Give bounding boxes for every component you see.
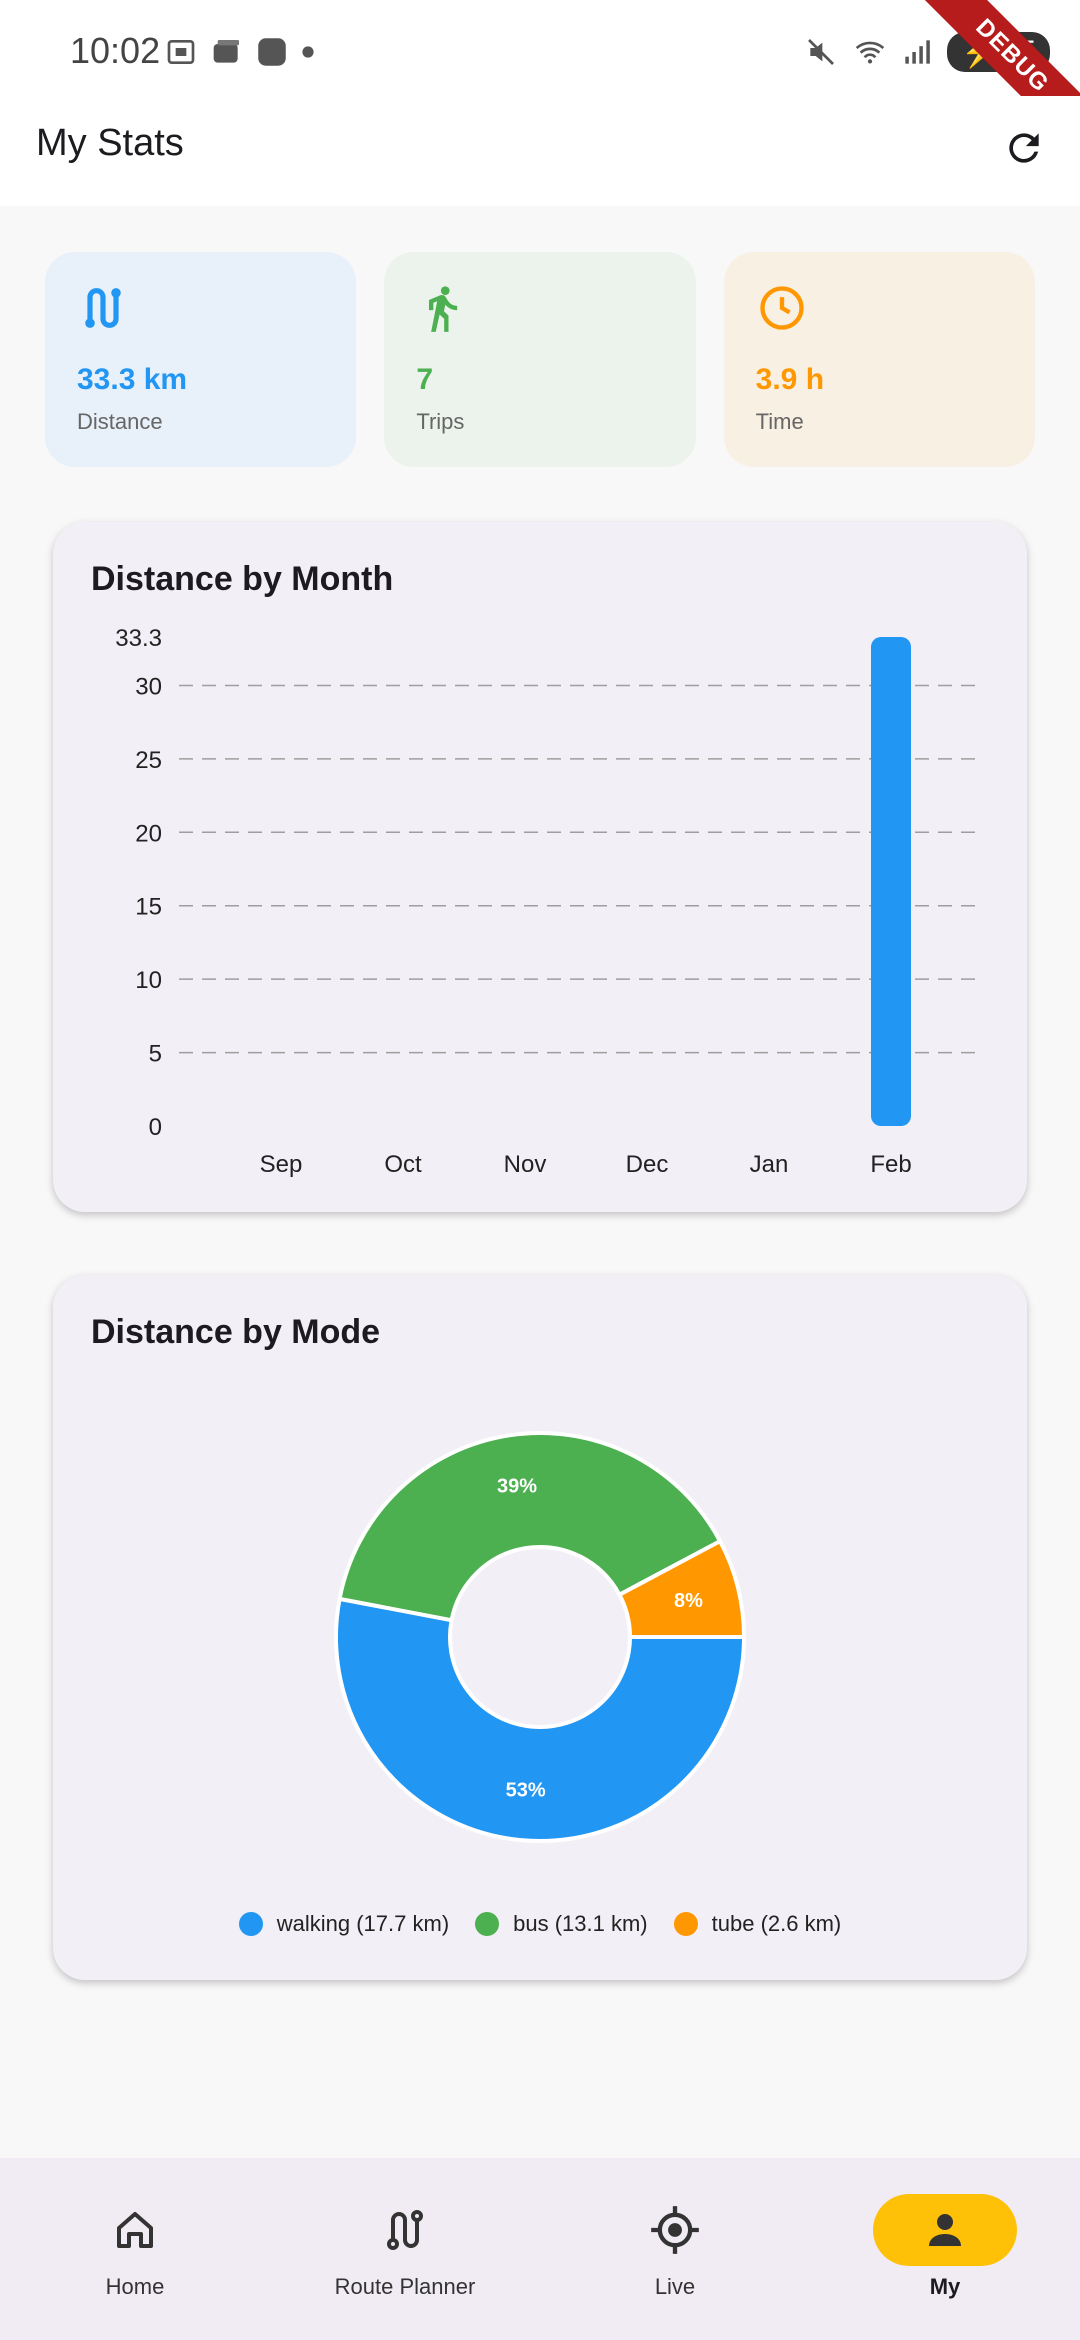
pie-percent-label: 39% — [497, 1476, 537, 1498]
page-title: My Stats — [36, 122, 184, 164]
summary-row: 33.3 km Distance 7 Trips 3.9 h Time — [45, 252, 1035, 467]
nav-icon-container — [603, 2194, 747, 2266]
y-tick-label: 5 — [149, 1041, 162, 1068]
location-target-icon — [651, 2206, 699, 2254]
x-tick-label: Sep — [260, 1151, 303, 1178]
x-tick-label: Feb — [870, 1151, 911, 1178]
refresh-icon — [1009, 133, 1039, 163]
status-bar: 10:02 ⚡ 85 DEBUG — [0, 0, 1080, 164]
legend-item-walking: walking (17.7 km) — [238, 1911, 450, 1937]
pie-legend: walking (17.7 km) bus (13.1 km) tube (2.… — [53, 1911, 1027, 1937]
nav-icon-container-active — [873, 2194, 1017, 2266]
legend-item-bus: bus (13.1 km) — [475, 1911, 648, 1937]
legend-label: tube (2.6 km) — [711, 1911, 842, 1936]
nav-label-home: Home — [105, 2274, 165, 2299]
y-tick-label: 10 — [135, 967, 162, 994]
y-tick-label: 20 — [135, 820, 162, 847]
trips-label: Trips — [416, 409, 465, 434]
route-icon — [387, 2210, 423, 2250]
legend-item-tube: tube (2.6 km) — [673, 1911, 842, 1937]
mute-icon — [808, 39, 835, 65]
legend-swatch — [475, 1912, 500, 1936]
clock-icon — [759, 286, 804, 330]
bottom-navigation: Home Route Planner Live My — [0, 2158, 1080, 2340]
news-icon — [258, 38, 286, 66]
time-value: 3.9 h — [755, 363, 825, 396]
legend-swatch — [238, 1912, 263, 1936]
pie-slice-1 — [337, 1431, 723, 1623]
pie-chart-title: Distance by Mode — [91, 1313, 381, 1351]
legend-label: walking (17.7 km) — [276, 1911, 450, 1936]
time-summary-card: 3.9 h Time — [723, 252, 1035, 467]
screenshot-icon — [167, 40, 195, 64]
x-tick-label: Oct — [384, 1151, 422, 1178]
signal-icon — [905, 40, 931, 64]
nav-item-route-planner[interactable]: Route Planner — [270, 2158, 540, 2340]
legend-label: bus (13.1 km) — [513, 1911, 648, 1936]
distance-summary-card: 33.3 km Distance — [45, 252, 357, 467]
x-tick-label: Jan — [750, 1151, 789, 1178]
x-tick-label: Nov — [504, 1151, 547, 1178]
trips-summary-card: 7 Trips — [384, 252, 696, 467]
dot-icon — [302, 46, 314, 58]
distance-label: Distance — [77, 409, 163, 434]
home-icon — [117, 2212, 153, 2248]
nav-label-route-planner: Route Planner — [334, 2274, 476, 2299]
y-tick-label: 15 — [135, 894, 162, 921]
notification-icons — [165, 36, 315, 68]
wifi-icon — [856, 41, 885, 64]
pie-chart: 53% 39% 8% — [334, 1431, 747, 1843]
person-icon — [929, 2214, 961, 2246]
trips-value: 7 — [416, 363, 434, 396]
distance-value: 33.3 km — [77, 363, 188, 396]
legend-swatch — [673, 1912, 698, 1936]
status-time: 10:02 — [70, 30, 161, 71]
app-bar: My Stats — [0, 96, 1080, 206]
y-tick-label: 25 — [135, 747, 162, 774]
bar-feb — [871, 637, 911, 1126]
nav-item-home[interactable]: Home — [0, 2158, 270, 2340]
y-tick-label: 0 — [149, 1114, 162, 1141]
pie-percent-label: 53% — [506, 1779, 546, 1801]
distance-by-mode-card: Distance by Mode 53% 39% 8% walking (17.7 … — [53, 1275, 1027, 1980]
pie-slice-2 — [616, 1538, 747, 1639]
nav-item-live[interactable]: Live — [540, 2158, 810, 2340]
nav-label-my: My — [929, 2274, 961, 2299]
stack-app-icon — [213, 40, 239, 63]
x-tick-label: Dec — [626, 1151, 669, 1178]
nav-item-my[interactable]: My — [810, 2158, 1080, 2340]
time-label: Time — [755, 409, 804, 434]
bar-chart-title: Distance by Month — [91, 560, 394, 598]
pie-percent-label: 8% — [674, 1590, 703, 1612]
refresh-button[interactable] — [994, 118, 1054, 178]
pie-slice-0 — [334, 1596, 747, 1843]
nav-label-live: Live — [654, 2274, 696, 2299]
nav-icon-container — [333, 2194, 477, 2266]
walking-icon — [429, 286, 458, 332]
y-tick-label: 30 — [135, 673, 162, 700]
nav-icon-container — [63, 2194, 207, 2266]
distance-by-month-card: Distance by Month 0 5 10 15 20 25 30 33.3 Sep Oct… — [53, 522, 1027, 1212]
route-icon — [85, 288, 121, 328]
y-tick-label: 33.3 — [115, 625, 162, 652]
bar-chart: 0 5 10 15 20 25 30 33.3 Sep Oct Nov Dec Jan Feb — [115, 625, 981, 1178]
